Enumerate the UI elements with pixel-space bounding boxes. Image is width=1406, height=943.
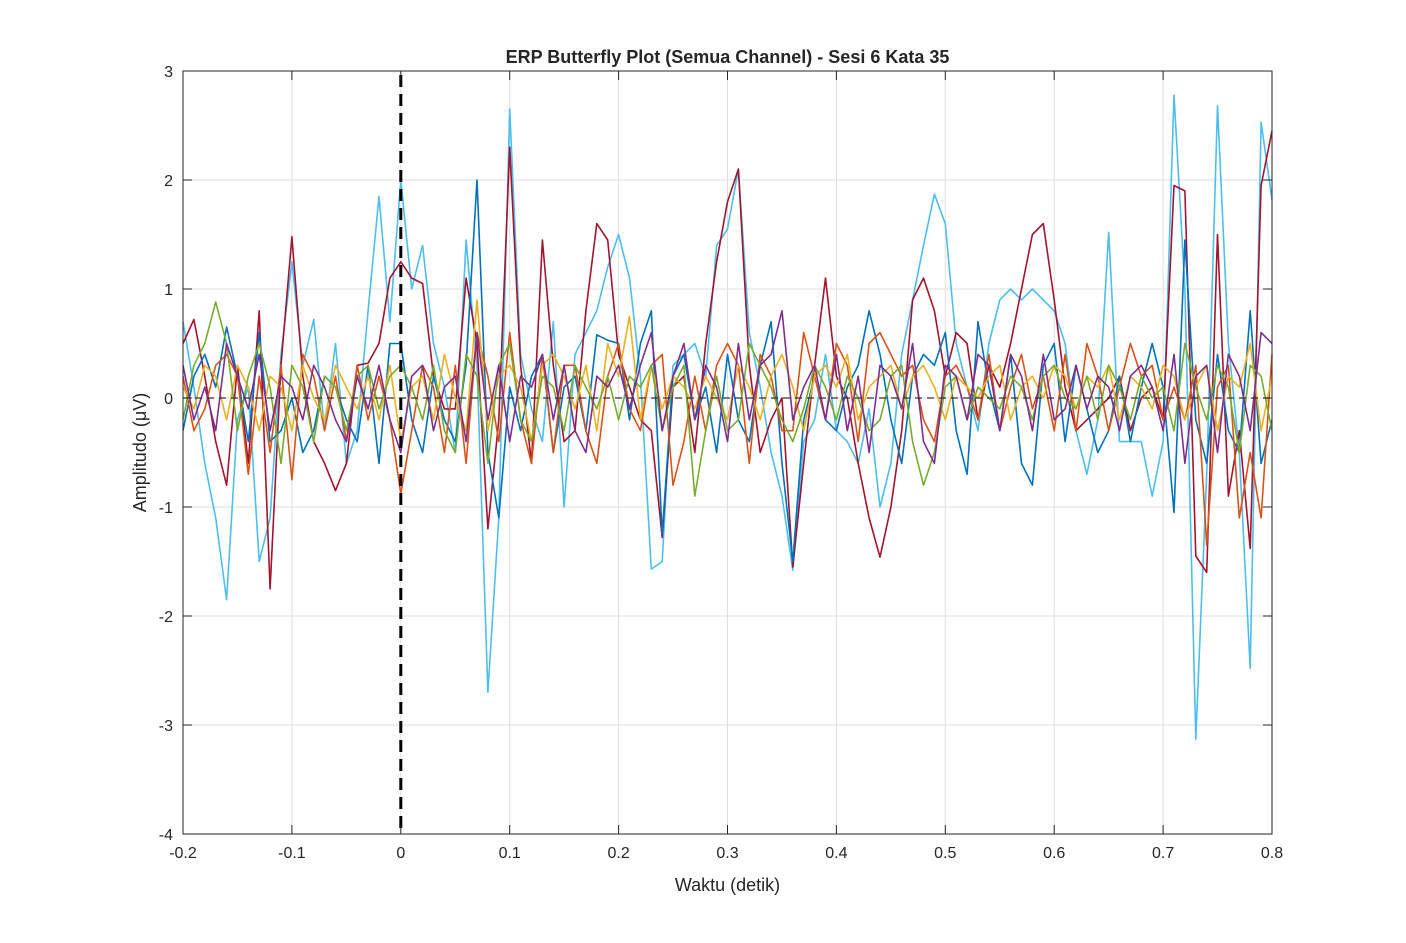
series-line-channel-3 xyxy=(182,179,1273,563)
x-tick-label: 0.1 xyxy=(499,845,521,862)
ticks: -0.2 -0.1 0 0.1 0.2 0.3 0.4 0.5 0.6 0.7 0.8 -4 -3 -2 -… xyxy=(159,64,1283,862)
y-tick-label: -4 xyxy=(159,827,173,844)
series-line-channel-6 xyxy=(182,301,1273,497)
y-tick-label: 0 xyxy=(164,391,173,408)
x-tick-label: 0.6 xyxy=(1043,845,1065,862)
series-line-channel-1 xyxy=(182,94,1273,741)
x-tick-label: -0.1 xyxy=(278,845,306,862)
series-line-channel-2 xyxy=(182,130,1273,590)
y-tick-label: -3 xyxy=(159,718,173,735)
series-group xyxy=(182,94,1273,741)
x-tick-label: 0.5 xyxy=(934,845,956,862)
chart-title: ERP Butterfly Plot (Semua Channel) - Ses… xyxy=(506,47,950,67)
x-tick-label: 0.4 xyxy=(825,845,847,862)
grid xyxy=(182,70,1273,835)
series-line-channel-4 xyxy=(182,331,1273,547)
y-tick-label: 1 xyxy=(164,282,173,299)
x-tick-label: -0.2 xyxy=(169,845,197,862)
y-tick-label: 3 xyxy=(164,64,173,81)
y-tick-label: -2 xyxy=(159,609,173,626)
annotations xyxy=(183,75,1272,834)
series-line-channel-5 xyxy=(182,299,1273,443)
y-tick-label: 2 xyxy=(164,173,173,190)
x-tick-label: 0 xyxy=(396,845,405,862)
y-tick-label: -1 xyxy=(159,500,173,517)
x-tick-label: 0.8 xyxy=(1261,845,1283,862)
x-tick-label: 0.7 xyxy=(1152,845,1174,862)
y-axis-label: Amplitudo (μV) xyxy=(130,393,150,512)
x-tick-label: 0.2 xyxy=(607,845,629,862)
x-tick-label: 0.3 xyxy=(716,845,738,862)
x-axis-label: Waktu (detik) xyxy=(675,875,780,895)
